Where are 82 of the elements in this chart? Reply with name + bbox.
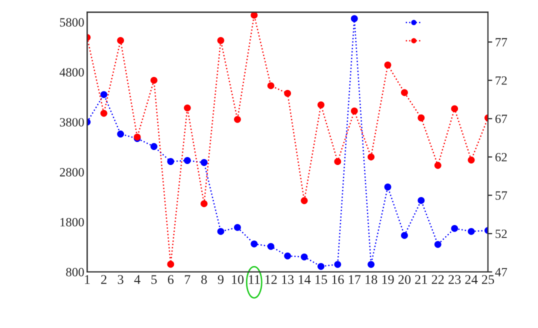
point — [100, 91, 108, 98]
point — [167, 158, 174, 165]
point — [150, 143, 158, 150]
point — [368, 260, 375, 268]
point — [350, 108, 358, 114]
x-tick-label: 9 — [218, 275, 224, 284]
x-tick-label: 18 — [366, 275, 378, 284]
point — [468, 228, 475, 235]
x-tick-label: 13 — [282, 275, 294, 284]
point — [400, 232, 408, 239]
x-tick-label: 4 — [134, 275, 140, 284]
point — [234, 116, 241, 123]
point — [334, 158, 342, 166]
point — [434, 240, 442, 248]
point — [217, 37, 224, 44]
point — [117, 37, 124, 44]
point — [267, 242, 274, 250]
x-tick-label: 23 — [448, 275, 461, 284]
x-tick-label: 22 — [432, 275, 444, 284]
y-tick-label: 800 — [66, 268, 84, 276]
y2-tick-label: 52 — [496, 230, 507, 238]
point — [384, 62, 392, 68]
y2-tick-label: 67 — [495, 114, 508, 124]
point — [250, 12, 258, 19]
point — [217, 228, 224, 235]
x-tick-label: 3 — [118, 275, 124, 284]
y2-tick-label: 47 — [495, 268, 508, 276]
point — [468, 156, 475, 164]
point — [150, 76, 158, 84]
x-tick-label: 21 — [415, 275, 427, 284]
point — [284, 90, 292, 97]
x-tick-label: 20 — [398, 275, 411, 284]
point — [317, 262, 324, 270]
x-tick-label: 6 — [168, 275, 174, 284]
point — [200, 200, 208, 208]
y-tick-label: 1800 — [60, 218, 84, 226]
point — [300, 253, 308, 260]
y-tick-label: 3800 — [60, 118, 84, 126]
x-tick-label: 19 — [382, 275, 394, 284]
point — [434, 162, 442, 169]
point — [250, 240, 258, 248]
point — [234, 224, 241, 231]
point — [284, 252, 292, 260]
y2-tick-label: 57 — [496, 191, 508, 200]
point — [184, 104, 191, 112]
y-tick-label: 4800 — [60, 68, 84, 77]
x-tick-label: 17 — [348, 275, 361, 284]
y2-tick-label: 72 — [496, 76, 507, 85]
x-tick-label: 25 — [482, 275, 494, 284]
y2-tick-label: 77 — [496, 38, 508, 46]
x-tick-label: 5 — [151, 275, 157, 284]
point — [167, 260, 174, 268]
x-tick-label: 14 — [298, 275, 311, 284]
point — [334, 260, 342, 268]
y-tick-label: 5800 — [60, 18, 84, 27]
point — [418, 197, 425, 204]
point — [418, 114, 425, 122]
x-tick-label: 1 — [85, 275, 90, 284]
point — [300, 197, 308, 204]
x-tick-label: 24 — [465, 275, 478, 284]
point — [384, 184, 392, 190]
point — [400, 89, 408, 96]
point — [100, 110, 108, 117]
point — [200, 159, 208, 166]
point — [368, 153, 375, 160]
point — [184, 157, 191, 164]
x-tick-label: 15 — [316, 275, 328, 284]
point — [117, 130, 124, 138]
point — [317, 101, 324, 108]
x-tick-label: 11 — [248, 275, 260, 284]
x-tick-label: 12 — [265, 275, 277, 284]
x-tick-label: 8 — [201, 275, 207, 284]
x-tick-label: 10 — [232, 275, 244, 284]
y2-tick-label: 62 — [495, 153, 507, 162]
point — [350, 15, 358, 22]
x-tick-label: 7 — [184, 275, 190, 284]
point — [267, 82, 274, 90]
point — [451, 105, 458, 112]
x-tick-label: 16 — [332, 275, 344, 284]
x-tick-label: 2 — [101, 275, 106, 284]
point — [451, 224, 458, 232]
y-tick-label: 2800 — [60, 168, 84, 176]
